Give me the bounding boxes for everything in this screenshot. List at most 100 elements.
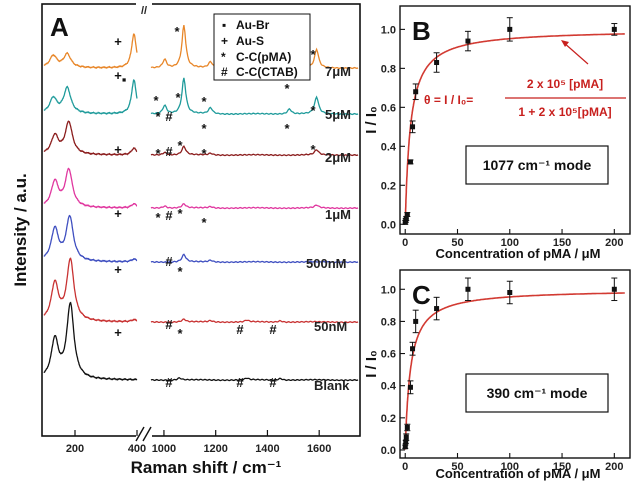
spectrum-label-1um: 1μM <box>325 207 351 222</box>
spectrum-label-5um: 5μM <box>325 107 351 122</box>
legend-label-au-br: Au-Br <box>236 18 270 32</box>
data-point <box>507 289 513 295</box>
marker-plus: + <box>114 34 122 49</box>
x-tick-label: 1000 <box>152 443 176 455</box>
y-tick-label: 0.4 <box>381 381 397 393</box>
legend-label-pma: C-C(pMA) <box>236 50 291 64</box>
panel-c-data-points <box>402 277 618 450</box>
data-point <box>434 306 440 312</box>
data-point <box>403 439 409 445</box>
x-tick-label: 1400 <box>255 443 279 455</box>
panel-b-fit-curve <box>404 33 625 224</box>
data-point <box>407 159 413 165</box>
x-tick-label: 200 <box>605 237 623 249</box>
panel-b-data-points <box>402 17 618 225</box>
data-point <box>410 124 416 130</box>
panel-a-x-ticks: 200 400 1000 1200 1400 1600 <box>66 430 331 455</box>
marker-star: * <box>155 210 161 225</box>
marker-star: * <box>201 146 207 161</box>
marker-hash: # <box>236 322 244 337</box>
data-point <box>434 60 440 66</box>
data-point <box>403 215 409 221</box>
equation-arrow <box>562 41 589 65</box>
equation-arrowhead <box>561 40 569 47</box>
y-tick-label: 0.8 <box>381 63 396 75</box>
legend-box <box>213 13 311 81</box>
panel-c-xlabel: Concentration of pMA / μM <box>436 466 601 481</box>
panel-b-label: B <box>412 16 431 46</box>
spectrum-label-blank: Blank <box>314 378 350 393</box>
marker-star: * <box>201 94 207 109</box>
axis-break-symbol: // <box>141 5 147 17</box>
marker-star: * <box>174 24 180 39</box>
x-tick-label: 0 <box>402 237 408 249</box>
peak-markers: + * * * * * ▪ + * # * * * * + * # * * * … <box>114 24 316 390</box>
data-point <box>507 26 513 32</box>
y-tick-label: 1.0 <box>381 284 396 296</box>
marker-plus: + <box>114 142 122 157</box>
marker-star: * <box>310 142 316 157</box>
marker-hash: # <box>165 144 173 159</box>
marker-star: * <box>177 138 183 153</box>
y-tick-label: 0.2 <box>381 413 396 425</box>
legend-label-au-s: Au-S <box>236 34 264 48</box>
panel-c-ticks: 0 50 100 150 200 0.0 0.2 0.4 0.6 0.8 1.0 <box>381 284 624 473</box>
marker-plus: + <box>114 325 122 340</box>
marker-star: * <box>201 121 207 136</box>
spectrum-line <box>43 301 359 382</box>
marker-hash: # <box>165 375 173 390</box>
legend-symbol-ctab: # <box>221 65 228 79</box>
data-point <box>404 424 410 430</box>
data-point <box>403 434 409 440</box>
marker-star: * <box>201 215 207 230</box>
data-point <box>465 286 471 292</box>
x-tick-label: 50 <box>451 237 463 249</box>
spectrum-line <box>43 167 359 210</box>
marker-star: * <box>177 326 183 341</box>
data-point <box>611 286 617 292</box>
marker-star: * <box>153 93 159 108</box>
spectrum-label-50nm: 50nM <box>314 319 347 334</box>
marker-star: * <box>284 121 290 136</box>
panel-b-equation: θ = I / I₀= 2 x 10⁵ [pMA] 1 + 2 x 10⁵[pM… <box>424 40 626 119</box>
data-point <box>413 89 419 95</box>
panel-b: B I / I₀ Concentration of pMA / μM 0 50 10… <box>363 5 631 261</box>
marker-star: * <box>177 206 183 221</box>
marker-star: * <box>177 264 183 279</box>
panel-a-legend: ▪ Au-Br + Au-S * C-C(pMA) # C-C(CTAB) <box>213 13 311 81</box>
marker-hash: # <box>269 375 277 390</box>
panel-a: A Intensity / a.u. Raman shift / cm⁻¹ //… <box>11 0 361 477</box>
data-point <box>402 444 408 450</box>
marker-star: * <box>310 47 316 62</box>
y-tick-label: 0.8 <box>381 316 396 328</box>
panel-a-label: A <box>50 12 69 42</box>
y-tick-label: 0.0 <box>381 219 396 231</box>
data-point <box>413 318 419 324</box>
panel-c-frame <box>399 269 631 459</box>
legend-label-ctab: C-C(CTAB) <box>236 65 298 79</box>
y-tick-label: 0.0 <box>381 445 396 457</box>
marker-hash: # <box>269 322 277 337</box>
panel-b-ylabel: I / I₀ <box>363 106 380 134</box>
spectrum-label-7um: 7μM <box>325 64 351 79</box>
marker-star: * <box>155 146 161 161</box>
panel-b-mode-label: 1077 cm⁻¹ mode <box>483 157 592 173</box>
y-tick-label: 0.4 <box>381 141 397 153</box>
data-point <box>410 346 416 352</box>
x-tick-label: 200 <box>605 461 623 473</box>
marker-plus: + <box>114 206 122 221</box>
marker-plus: + <box>114 68 122 83</box>
y-tick-label: 0.2 <box>381 180 396 192</box>
y-tick-label: 1.0 <box>381 24 396 36</box>
data-point <box>465 38 471 44</box>
spectrum-line <box>43 214 359 264</box>
axis-break-bottom <box>135 426 152 442</box>
data-point <box>611 26 617 32</box>
axis-break-top: // <box>136 0 152 17</box>
y-tick-label: 0.6 <box>381 349 396 361</box>
x-tick-label: 100 <box>501 237 519 249</box>
x-tick-label: 50 <box>451 461 463 473</box>
panel-b-frame <box>399 5 631 235</box>
spectrum-line <box>43 77 359 116</box>
panel-c-fit-curve <box>404 292 625 450</box>
